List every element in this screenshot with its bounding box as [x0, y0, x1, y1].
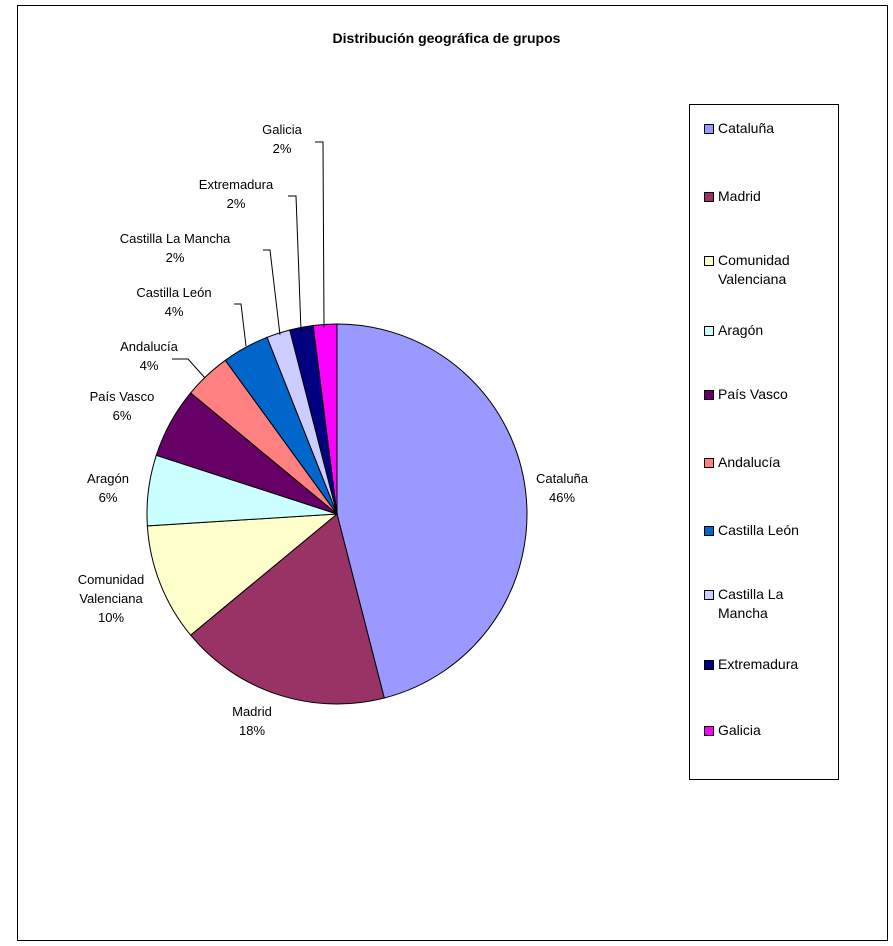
- legend-swatch: [704, 124, 714, 134]
- legend: Cataluña Madrid Comunidad Valenciana Aragón…: [689, 104, 839, 780]
- slice-galicia: [312, 323, 338, 515]
- legend-item-galicia: Galicia: [704, 721, 836, 740]
- legend-swatch: [704, 192, 714, 202]
- legend-label: Castilla León: [718, 522, 799, 538]
- legend-label: País Vasco: [718, 386, 788, 402]
- slice-label-aragon: Aragón 6%: [87, 471, 129, 505]
- legend-item-pais-vasco: País Vasco: [704, 385, 836, 404]
- legend-swatch: [704, 526, 714, 536]
- slice-label-madrid: Madrid 18%: [232, 704, 272, 738]
- legend-item-comunidad-valenciana: Comunidad Valenciana: [704, 251, 836, 289]
- legend-item-extremadura: Extremadura: [704, 655, 836, 674]
- legend-label: Aragón: [718, 322, 764, 338]
- legend-label: Galicia: [718, 722, 761, 738]
- slice-label-castilla-la-mancha: Castilla La Mancha 2%: [120, 231, 231, 265]
- slice-madrid: [189, 513, 385, 705]
- legend-label: Castilla La Mancha: [718, 586, 784, 621]
- slice-comunidad-valenciana: [146, 513, 339, 636]
- leader-line-galicia: [315, 141, 325, 329]
- chart-title: Distribución geográfica de grupos: [332, 30, 561, 46]
- legend-swatch: [704, 726, 714, 736]
- legend-item-castilla-la-mancha: Castilla La Mancha: [704, 585, 836, 623]
- legend-item-aragon: Aragón: [704, 321, 836, 340]
- leader-line-castilla-la-mancha: [263, 249, 281, 336]
- legend-item-cataluna: Cataluña: [704, 119, 836, 138]
- legend-item-andalucia: Andalucía: [704, 453, 836, 472]
- leader-line-castilla-leon: [234, 303, 247, 347]
- legend-swatch: [704, 660, 714, 670]
- legend-item-castilla-leon: Castilla León: [704, 521, 836, 540]
- slice-label-andalucia: Andalucía 4%: [120, 339, 179, 373]
- legend-label: Extremadura: [718, 656, 799, 672]
- legend-swatch: [704, 256, 714, 266]
- slice-label-extremadura: Extremadura 2%: [199, 177, 274, 211]
- slice-label-cataluna: Cataluña 46%: [536, 471, 589, 505]
- slice-label-comunidad-valenciana: Comunidad Valenciana 10%: [78, 572, 145, 625]
- legend-swatch: [704, 590, 714, 600]
- slice-cataluna: [336, 323, 528, 699]
- slice-label-castilla-leon: Castilla León 4%: [136, 285, 211, 319]
- legend-item-madrid: Madrid: [704, 187, 836, 206]
- legend-label: Andalucía: [718, 454, 781, 470]
- legend-swatch: [704, 390, 714, 400]
- slice-label-pais-vasco: País Vasco 6%: [90, 389, 155, 423]
- legend-label: Cataluña: [718, 120, 775, 136]
- legend-label: Madrid: [718, 188, 761, 204]
- leader-line-extremadura: [288, 195, 302, 332]
- leader-line-andalucia: [172, 358, 206, 379]
- slice-label-galicia: Galicia 2%: [262, 122, 303, 156]
- legend-swatch: [704, 458, 714, 468]
- legend-swatch: [704, 326, 714, 336]
- legend-label: Comunidad Valenciana: [718, 252, 790, 287]
